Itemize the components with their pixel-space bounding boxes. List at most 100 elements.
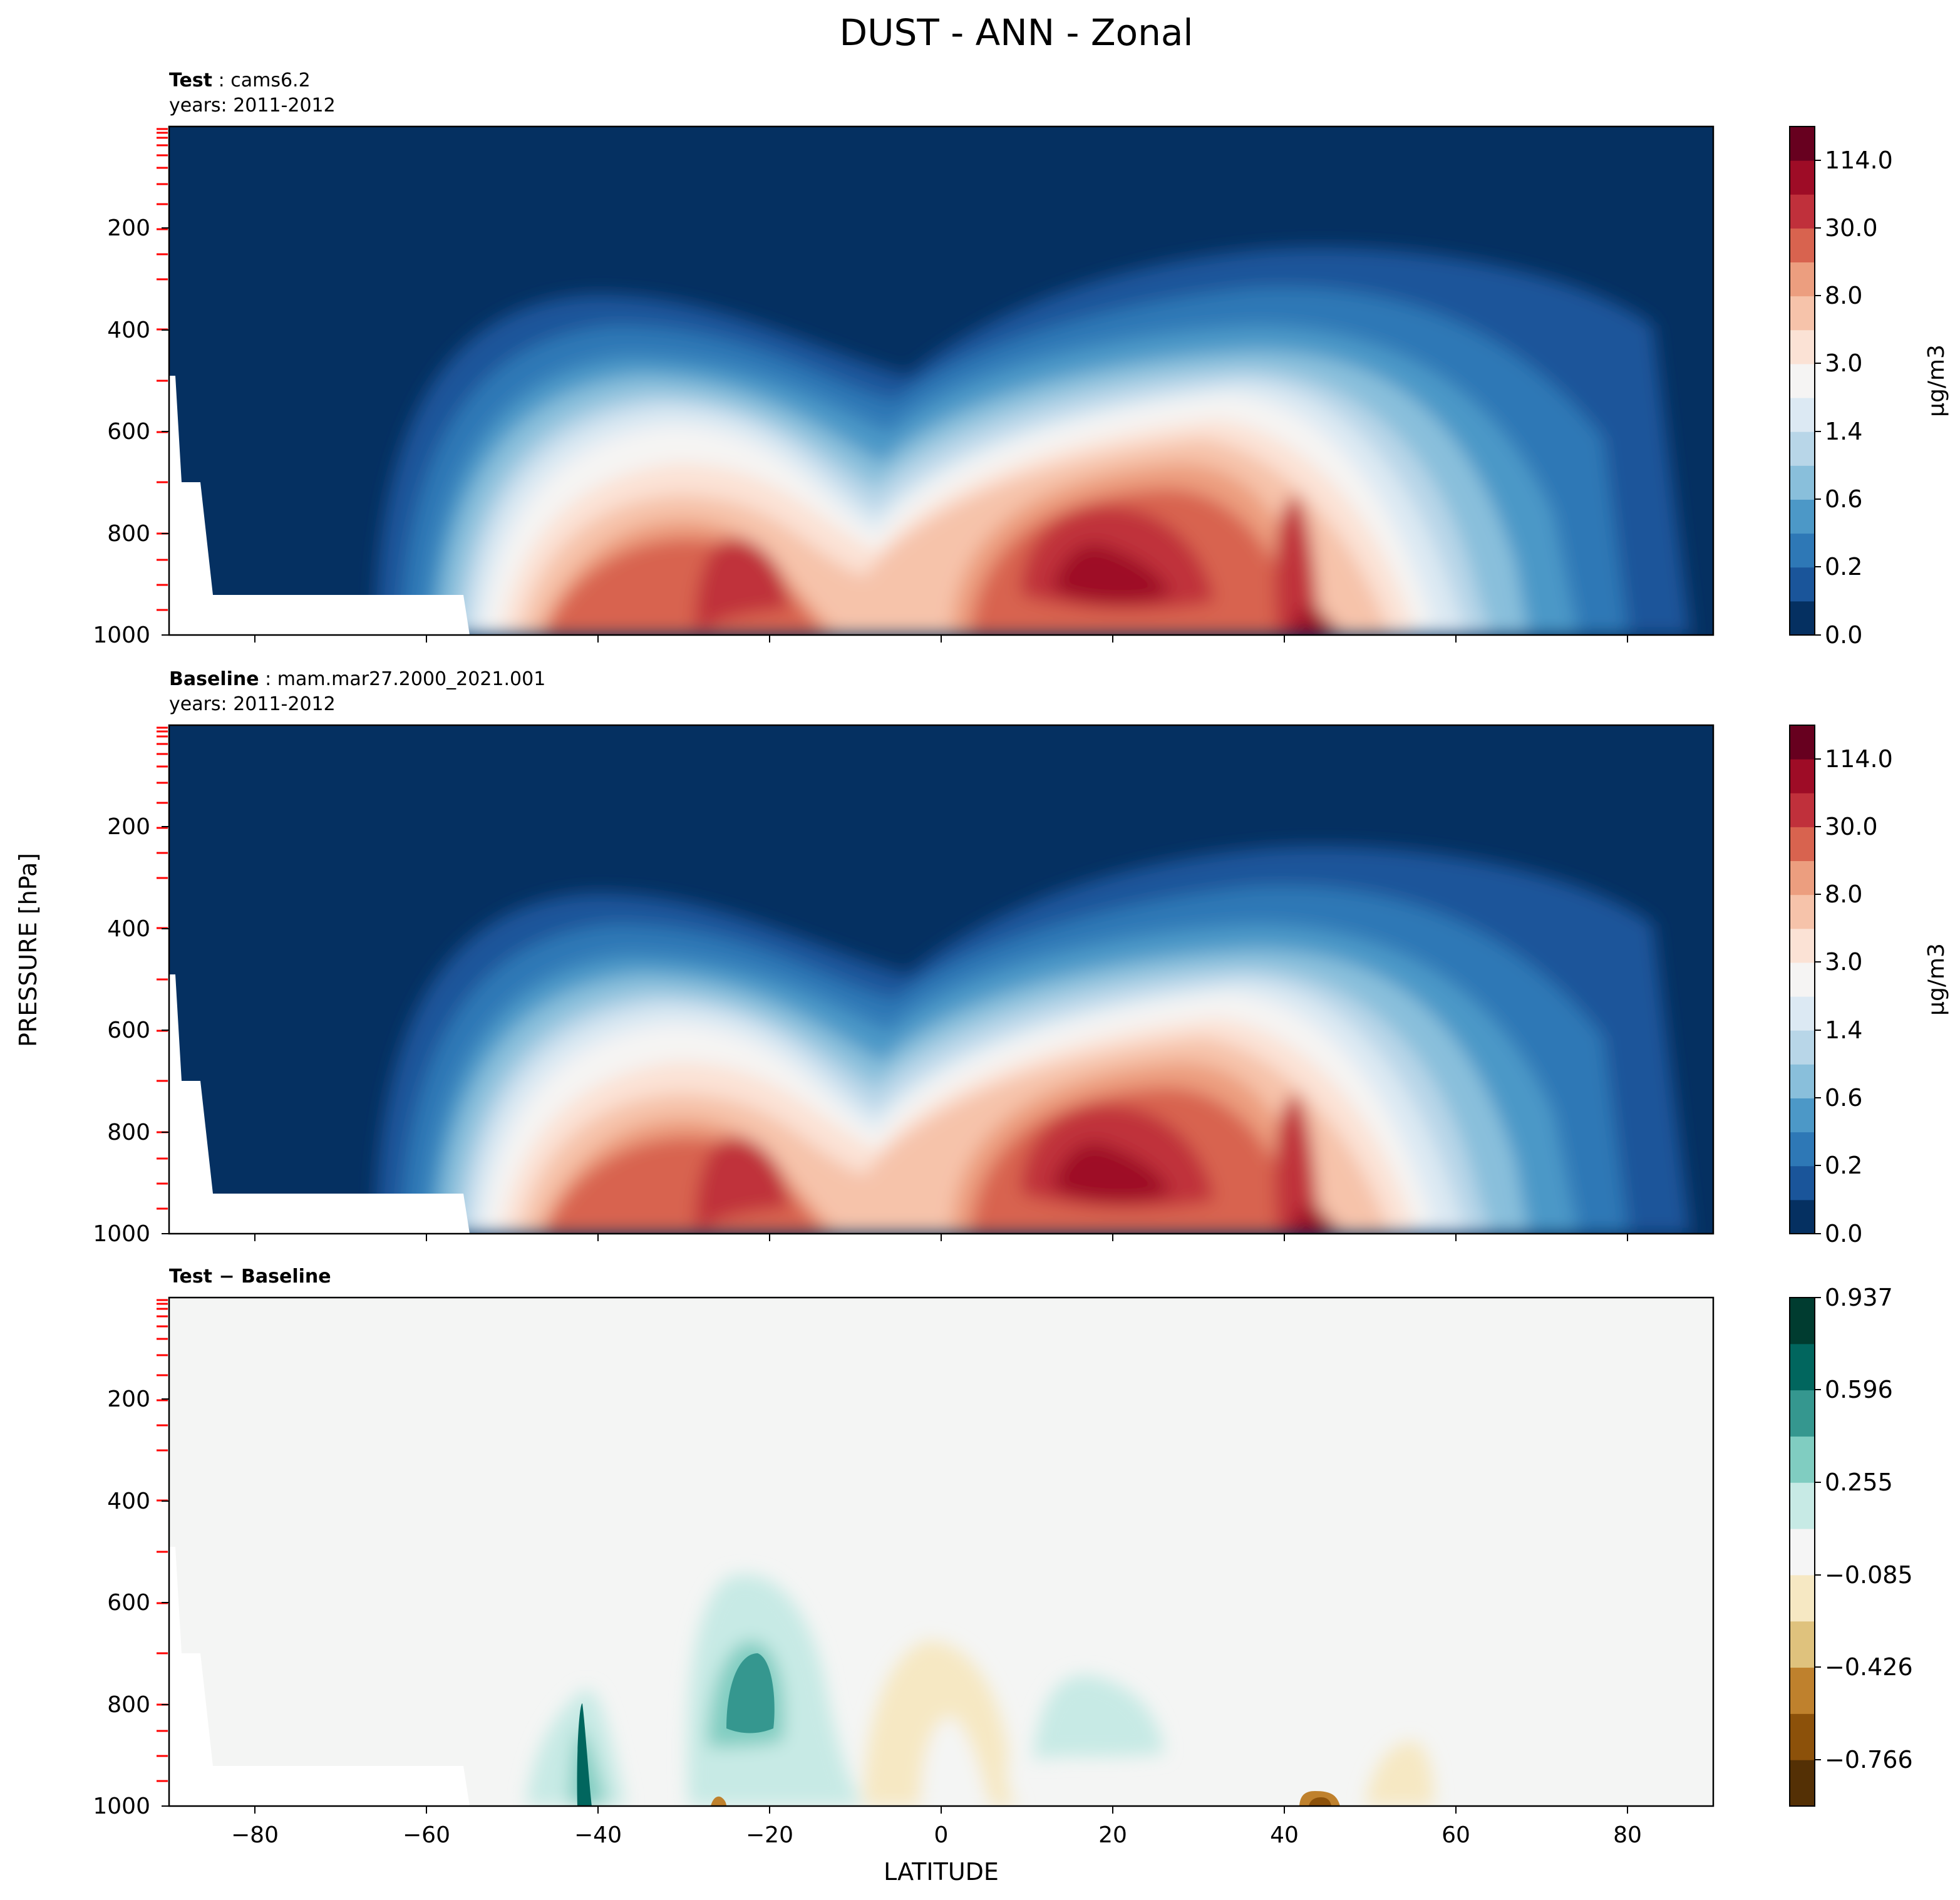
ytick-label: 400 (107, 916, 150, 942)
panel-baseline-years: years: 2011-2012 (169, 693, 336, 715)
colorbar-swatch (1790, 398, 1815, 432)
colorbar-tick-label: 0.0 (1825, 621, 1862, 649)
y-axis-label: PRESSURE [hPa] (14, 853, 42, 1047)
panel-baseline-label: Baseline : mam.mar27.2000_2021.001 (169, 668, 545, 690)
colorbar-swatch (1790, 533, 1815, 568)
x-ticks-test (254, 635, 1628, 643)
colorbar-tick-label: 1.4 (1825, 418, 1862, 445)
colorbar-swatch (1790, 567, 1815, 602)
colorbar-swatch (1790, 160, 1815, 195)
colorbar-swatch (1790, 962, 1815, 997)
colorbar-test: 114.0 30.0 8.0 3.0 1.4 0.6 0.2 0.0 (1789, 126, 1893, 649)
colorbar-swatch (1790, 1529, 1815, 1576)
colorbar-swatch (1790, 126, 1815, 161)
colorbar-frame (1789, 126, 1815, 636)
xtick-label: −40 (574, 1822, 622, 1848)
ytick-label: 800 (107, 1692, 150, 1718)
colorbar-swatch (1790, 894, 1815, 929)
red-level-ticks-baseline (157, 726, 168, 1210)
colorbar-swatch (1790, 1713, 1815, 1760)
colorbar-tick-label: 0.2 (1825, 553, 1862, 581)
colorbar-tick-label: −0.085 (1825, 1561, 1913, 1589)
figure-title: DUST - ANN - Zonal (839, 11, 1193, 54)
colorbar-swatch (1790, 465, 1815, 500)
y-axis-baseline: 200 400 600 800 1000 (93, 814, 169, 1247)
colorbar-tick-label: 30.0 (1825, 214, 1878, 242)
colorbar-swatch (1790, 996, 1815, 1031)
x-axis-label: LATITUDE (884, 1858, 999, 1886)
xtick-label: 40 (1270, 1822, 1299, 1848)
panel-difference-label: Test − Baseline (169, 1266, 331, 1288)
colorbar-swatch (1790, 1132, 1815, 1167)
xtick-label: −20 (746, 1822, 793, 1848)
colorbar-swatch (1790, 1667, 1815, 1714)
red-level-ticks-test (157, 128, 168, 611)
colorbar-swatch (1790, 296, 1815, 331)
colorbar-swatch (1790, 363, 1815, 398)
colorbar-tick-label: 0.6 (1825, 1084, 1862, 1112)
ytick-label: 1000 (93, 1794, 150, 1819)
contour-field-baseline (169, 725, 1713, 1234)
panel-test-label: Test : cams6.2 (169, 70, 311, 91)
colorbar-swatch (1790, 1436, 1815, 1483)
y-axis-test: 200 400 600 800 1000 (93, 215, 169, 648)
colorbar-swatch (1790, 759, 1815, 793)
colorbar-swatch (1790, 262, 1815, 297)
y-axis-difference: 200 400 600 800 1000 (93, 1386, 169, 1819)
colorbar-swatch (1790, 1298, 1815, 1345)
colorbar-swatch (1790, 793, 1815, 827)
contour-field-difference (169, 1298, 1713, 1806)
colorbar-tick-label: 0.255 (1825, 1469, 1893, 1496)
colorbar-tick-label: 0.2 (1825, 1152, 1862, 1179)
ytick-label: 600 (107, 1590, 150, 1616)
colorbar-swatch (1790, 1574, 1815, 1622)
panel-test: Test : cams6.2 years: 2011-2012 (93, 70, 1949, 649)
ytick-label: 1000 (93, 622, 150, 648)
colorbar-swatch (1790, 928, 1815, 963)
ytick-label: 800 (107, 521, 150, 547)
colorbar-swatch (1790, 1760, 1815, 1807)
ytick-label: 600 (107, 419, 150, 445)
colorbar-swatch (1790, 725, 1815, 760)
colorbar-tick-label: −0.426 (1825, 1653, 1913, 1681)
xtick-label: −60 (403, 1822, 450, 1848)
ytick-label: 200 (107, 215, 150, 241)
colorbar-frame (1789, 725, 1815, 1234)
colorbar-tick-label: 8.0 (1825, 880, 1862, 908)
panel-difference: Test − Baseline (93, 1266, 1912, 1848)
ytick-label: 1000 (93, 1221, 150, 1247)
colorbar-swatch (1790, 499, 1815, 534)
colorbar-swatch (1790, 228, 1815, 263)
red-level-ticks-difference (157, 1299, 168, 1782)
xtick-label: 0 (934, 1822, 949, 1848)
colorbar-tick-label: 30.0 (1825, 813, 1878, 840)
colorbar-label-test: μg/m3 (1924, 344, 1949, 417)
xtick-label: 20 (1098, 1822, 1127, 1848)
colorbar-tick-label: 0.937 (1825, 1284, 1893, 1311)
colorbar-tick-label: 0.6 (1825, 485, 1862, 513)
colorbar-swatch (1790, 1621, 1815, 1668)
colorbar-frame (1789, 1297, 1815, 1807)
colorbar-difference: 0.937 0.596 0.255 −0.085 −0.426 −0.766 (1789, 1284, 1913, 1807)
colorbar-swatch (1790, 1390, 1815, 1437)
colorbar-tick-label: 1.4 (1825, 1016, 1862, 1044)
x-ticks-baseline (254, 1234, 1628, 1241)
ytick-label: 200 (107, 814, 150, 840)
colorbar-swatch (1790, 1098, 1815, 1133)
xtick-label: 60 (1442, 1822, 1470, 1848)
colorbar-tick-label: 114.0 (1825, 147, 1893, 174)
colorbar-swatch (1790, 1343, 1815, 1391)
colorbar-baseline: 114.0 30.0 8.0 3.0 1.4 0.6 0.2 0.0 (1789, 725, 1893, 1247)
xtick-label: 80 (1613, 1822, 1642, 1848)
colorbar-tick-label: 3.0 (1825, 948, 1862, 976)
panel-baseline: Baseline : mam.mar27.2000_2021.001 years… (93, 668, 1949, 1247)
ytick-label: 200 (107, 1386, 150, 1412)
colorbar-swatch (1790, 1064, 1815, 1098)
colorbar-swatch (1790, 1165, 1815, 1200)
ytick-label: 400 (107, 1489, 150, 1514)
xtick-label: −80 (231, 1822, 279, 1848)
colorbar-swatch (1790, 827, 1815, 862)
ytick-label: 600 (107, 1018, 150, 1043)
colorbar-tick-label: 0.596 (1825, 1376, 1893, 1403)
